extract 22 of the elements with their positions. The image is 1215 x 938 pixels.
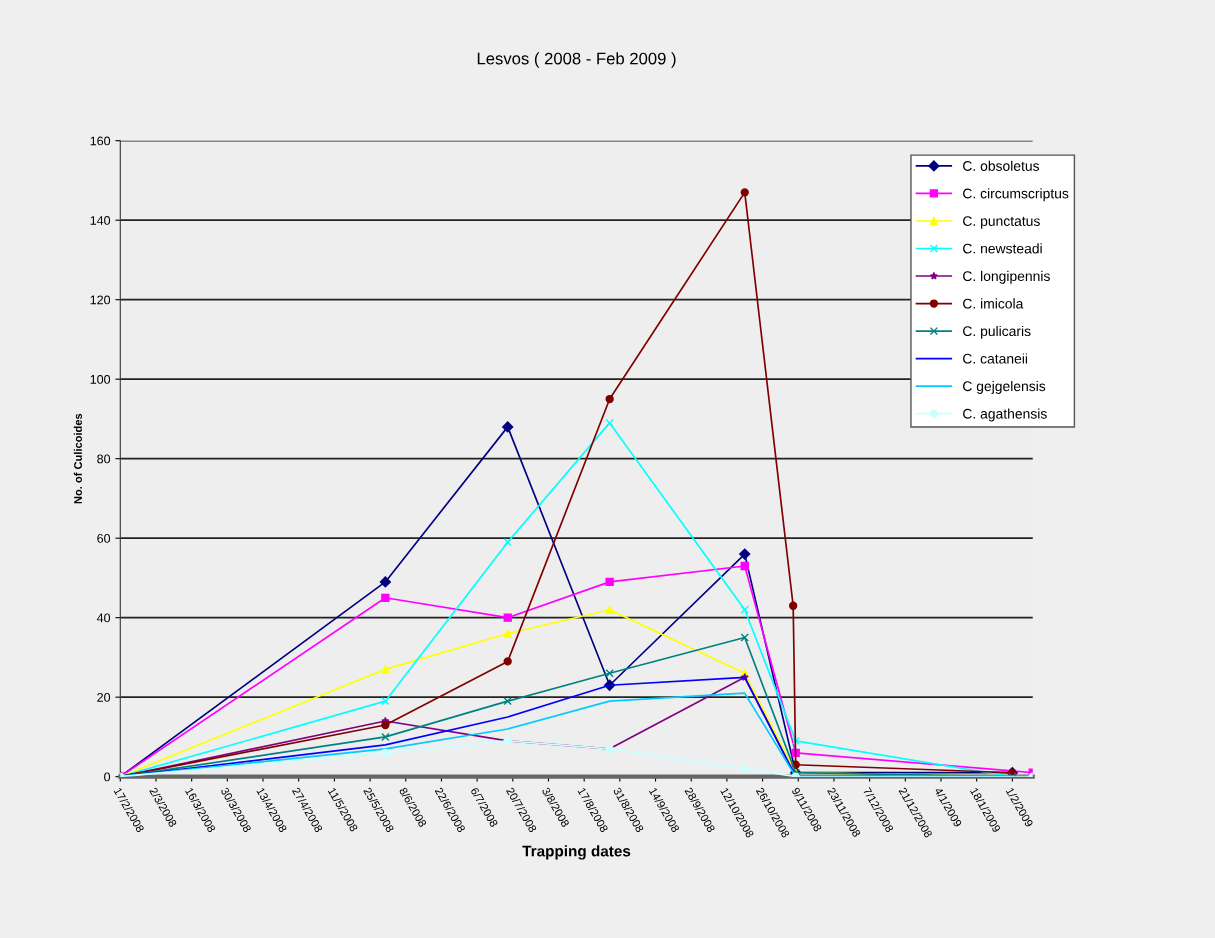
legend-label: C. imicola (963, 298, 1024, 309)
x-axis-title: Trapping dates (522, 845, 631, 860)
y-tick-label: 120 (90, 295, 111, 305)
y-axis-title: No. of Culicoides (73, 413, 82, 504)
y-tick-label: 140 (90, 216, 111, 225)
legend-label: C. pulicaris (963, 325, 1031, 339)
y-tick-label: 0 (104, 772, 111, 782)
legend-label: C. punctatus (963, 216, 1040, 229)
legend-label: C. agathensis (963, 408, 1047, 422)
y-tick-label: 160 (90, 136, 111, 146)
legend-label: C. cataneii (963, 353, 1028, 364)
legend-label: C. obsoletus (963, 160, 1040, 171)
y-tick-label: 100 (90, 374, 111, 384)
legend-label: C. longipennis (963, 270, 1050, 284)
legend-label: C. circumscriptus (963, 188, 1069, 202)
chart-title: Lesvos ( 2008 - Feb 2009 ) (477, 52, 676, 68)
y-tick-label: 40 (96, 613, 111, 623)
legend-label: C. newsteadi (963, 243, 1042, 254)
y-tick-label: 20 (97, 692, 111, 702)
y-tick-label: 60 (97, 533, 111, 543)
legend-label: C gejgelensis (963, 380, 1046, 394)
y-tick-label: 80 (97, 454, 111, 464)
